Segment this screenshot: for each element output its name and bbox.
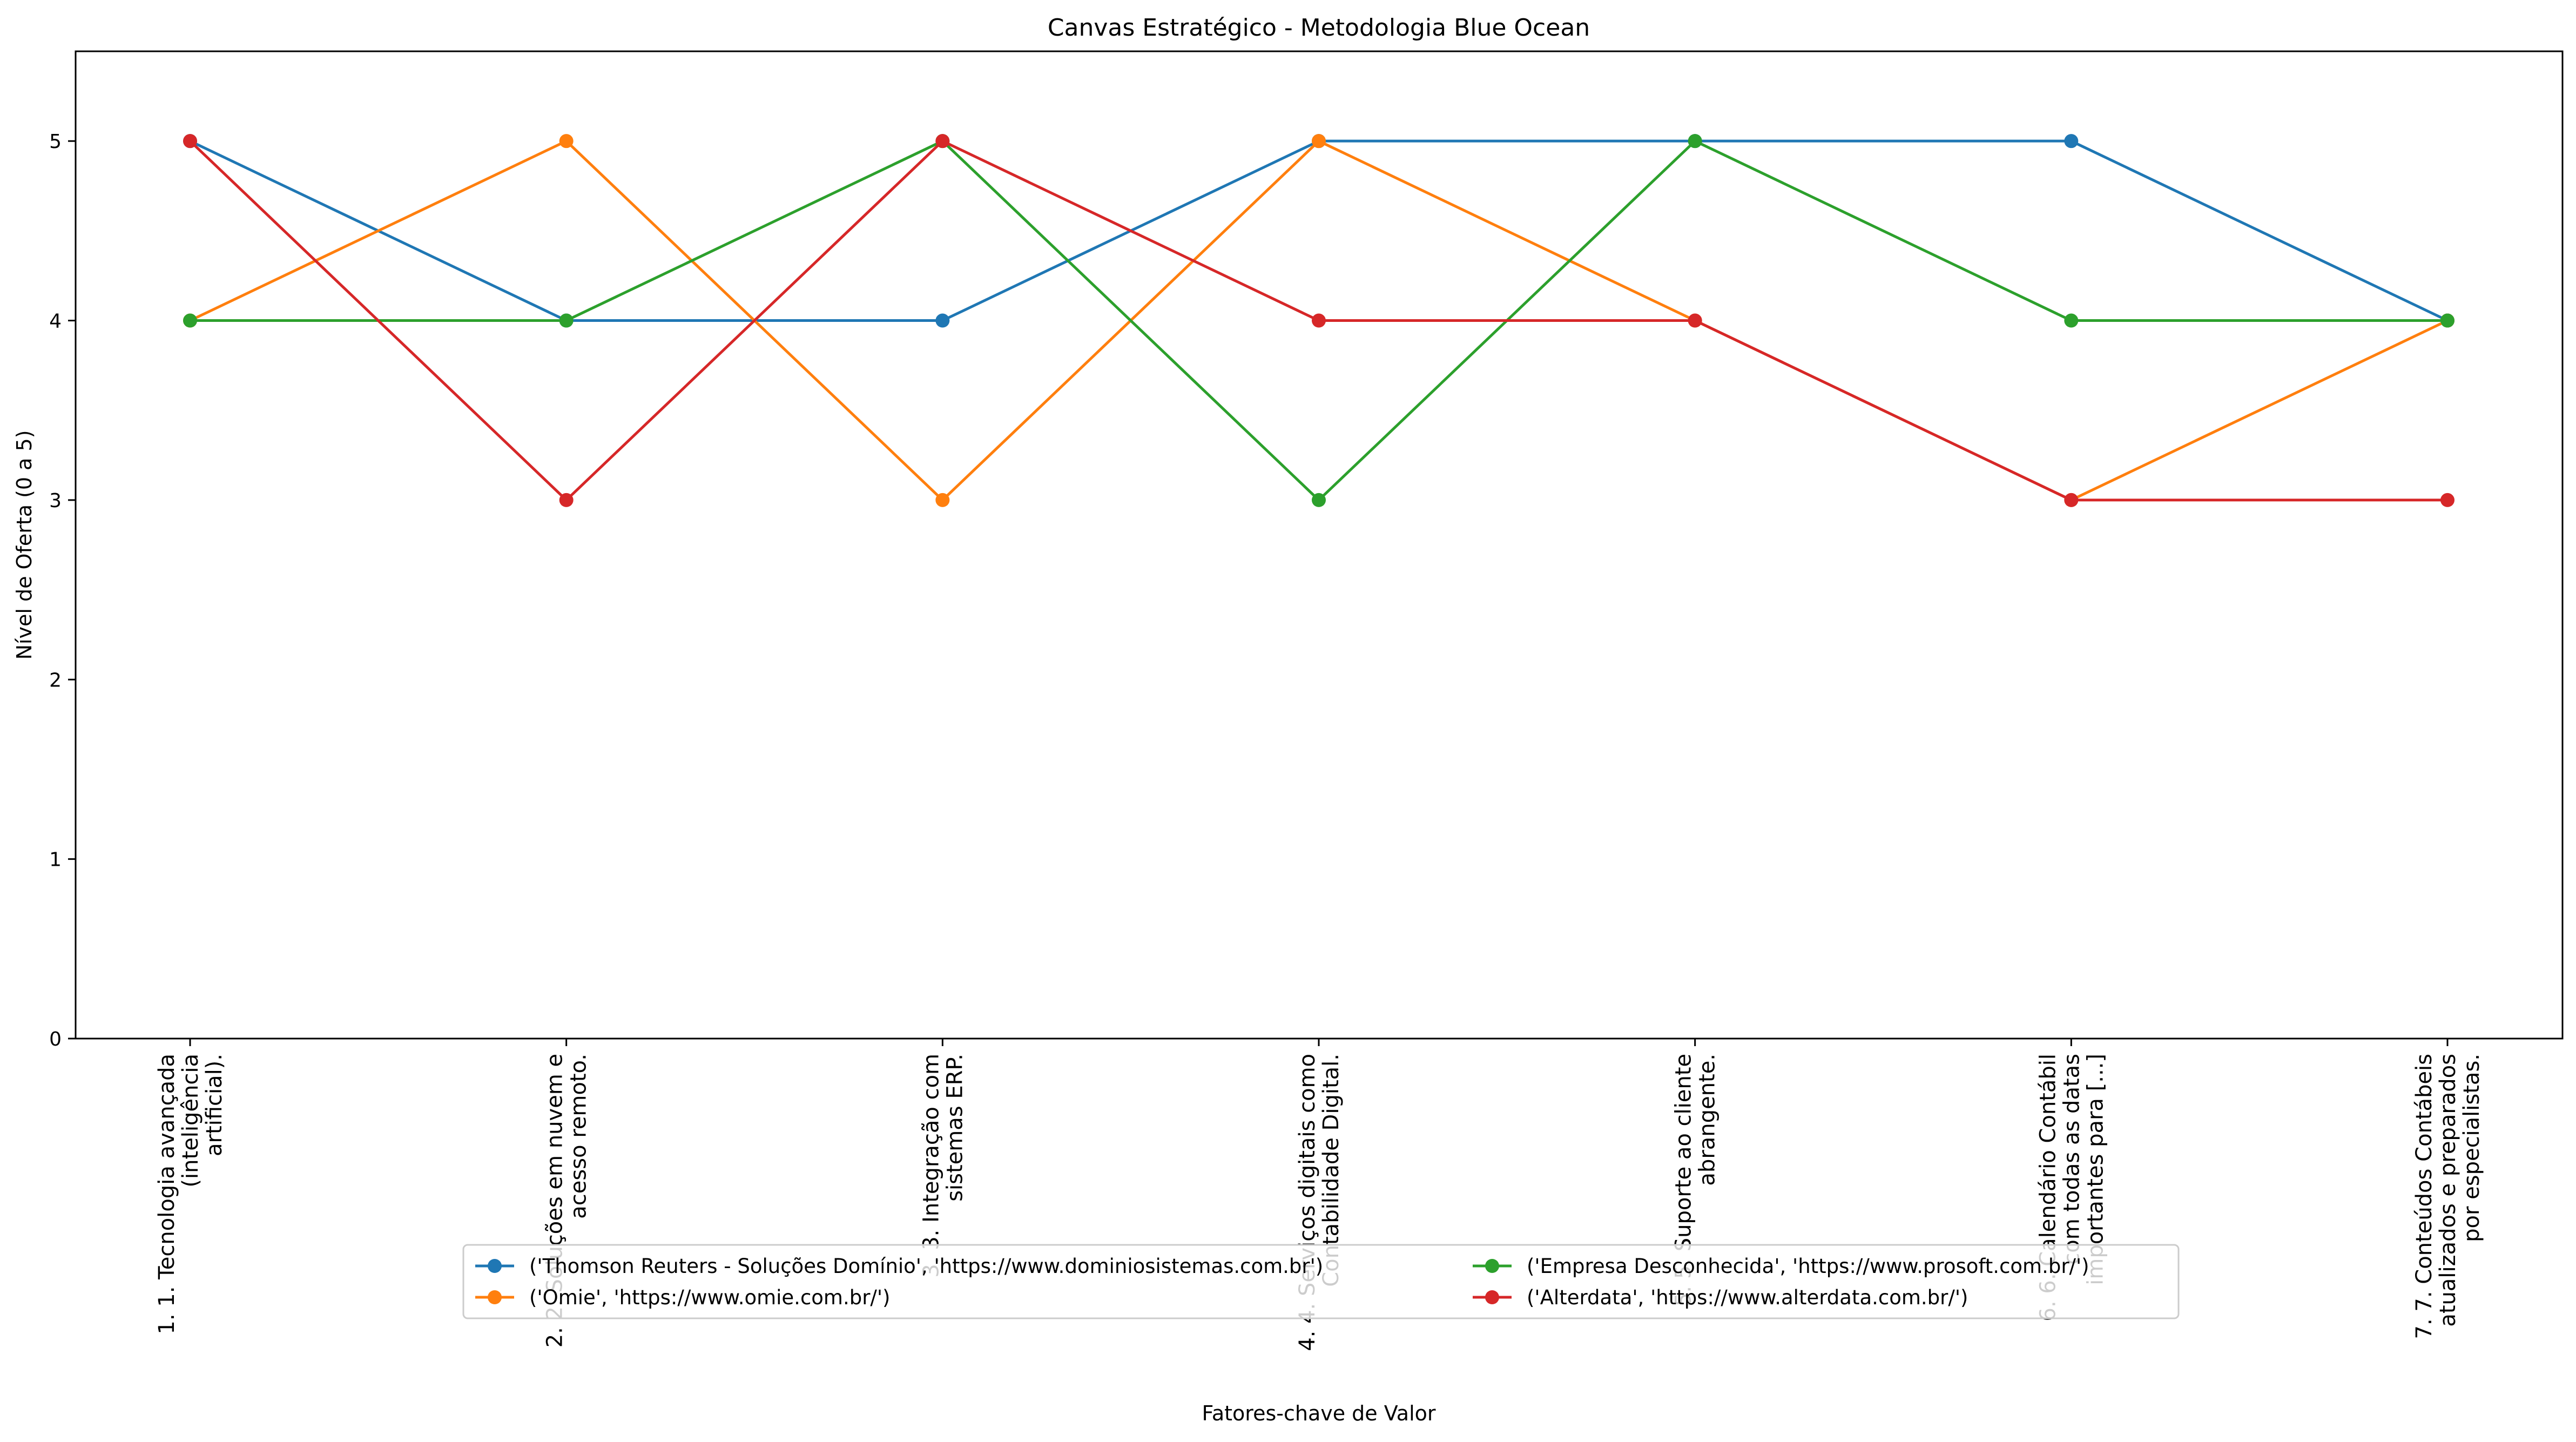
y-tick-label: 5 [49, 131, 62, 153]
x-tick-label-line: abrangente. [1695, 1054, 1720, 1186]
legend-item: ('Alterdata', 'https://www.alterdata.com… [1473, 1286, 1968, 1309]
data-point [559, 134, 574, 149]
y-tick-label: 2 [49, 669, 62, 691]
x-tick-label-line: artificial). [202, 1054, 227, 1156]
y-tick-label: 0 [49, 1028, 62, 1050]
series [183, 134, 2454, 507]
legend-item: ('Empresa Desconhecida', 'https://www.pr… [1473, 1255, 2089, 1278]
x-axis [189, 1039, 2449, 1046]
data-point [183, 134, 197, 149]
data-point [559, 313, 574, 328]
data-point [183, 313, 197, 328]
y-axis-label: Nível de Oferta (0 a 5) [12, 430, 36, 659]
data-point [1688, 134, 1702, 149]
x-tick-label-line: 7. 7. Conteúdos Contábeis [2412, 1054, 2437, 1339]
legend: ('Thomson Reuters - Soluções Domínio', '… [462, 1244, 2180, 1319]
data-point [2064, 493, 2079, 507]
data-point [935, 493, 950, 507]
x-tick-label-line: sistemas ERP. [942, 1054, 967, 1202]
data-point [559, 493, 574, 507]
y-tick-label: 1 [49, 849, 62, 871]
x-tick-label-line: (inteligência [178, 1054, 203, 1188]
data-point [2440, 493, 2454, 507]
plot-area-frame [75, 50, 2564, 1040]
legend-label: ('Omie', 'https://www.omie.com.br/') [529, 1286, 891, 1309]
data-point [1312, 134, 1326, 149]
data-point [2064, 134, 2079, 149]
legend-swatch-marker [1485, 1290, 1499, 1304]
x-axis-label: Fatores-chave de Valor [1202, 1401, 1435, 1425]
data-point [1312, 313, 1326, 328]
legend-swatch-marker [488, 1290, 502, 1304]
legend-item: ('Omie', 'https://www.omie.com.br/') [475, 1286, 891, 1309]
legend-box [462, 1244, 2180, 1319]
x-tick-label: 1. 1. Tecnologia avançada(inteligênciaar… [154, 1054, 227, 1335]
x-tick-label-line: por especialistas. [2459, 1054, 2484, 1242]
data-point [2440, 313, 2454, 328]
legend-swatch-marker [488, 1259, 502, 1273]
legend-item: ('Thomson Reuters - Soluções Domínio', '… [475, 1255, 1323, 1278]
data-point [935, 313, 950, 328]
y-axis: 0 1 2 3 4 5 [49, 131, 76, 1050]
chart-title: Canvas Estratégico - Metodologia Blue Oc… [1048, 14, 1590, 42]
data-point [2064, 313, 2079, 328]
y-tick-label: 4 [49, 311, 62, 333]
series [183, 134, 2454, 507]
data-point [1688, 313, 1702, 328]
y-tick-label: 3 [49, 490, 62, 512]
data-point [935, 134, 950, 149]
data-point [1312, 493, 1326, 507]
legend-swatch-marker [1485, 1259, 1499, 1273]
legend-label: ('Alterdata', 'https://www.alterdata.com… [1527, 1286, 1968, 1309]
x-tick-label-line: 1. 1. Tecnologia avançada [154, 1054, 179, 1335]
x-tick-label-line: acesso remoto. [567, 1054, 591, 1219]
legend-label: ('Empresa Desconhecida', 'https://www.pr… [1527, 1255, 2089, 1278]
legend-label: ('Thomson Reuters - Soluções Domínio', '… [529, 1255, 1323, 1278]
x-tick-label-line: com todas as datas [2059, 1054, 2084, 1265]
x-tick-label-line: atualizados e preparados [2436, 1054, 2460, 1327]
x-tick-label-line: 3. 3. Integração com [919, 1054, 943, 1278]
series-layer [183, 134, 2454, 507]
